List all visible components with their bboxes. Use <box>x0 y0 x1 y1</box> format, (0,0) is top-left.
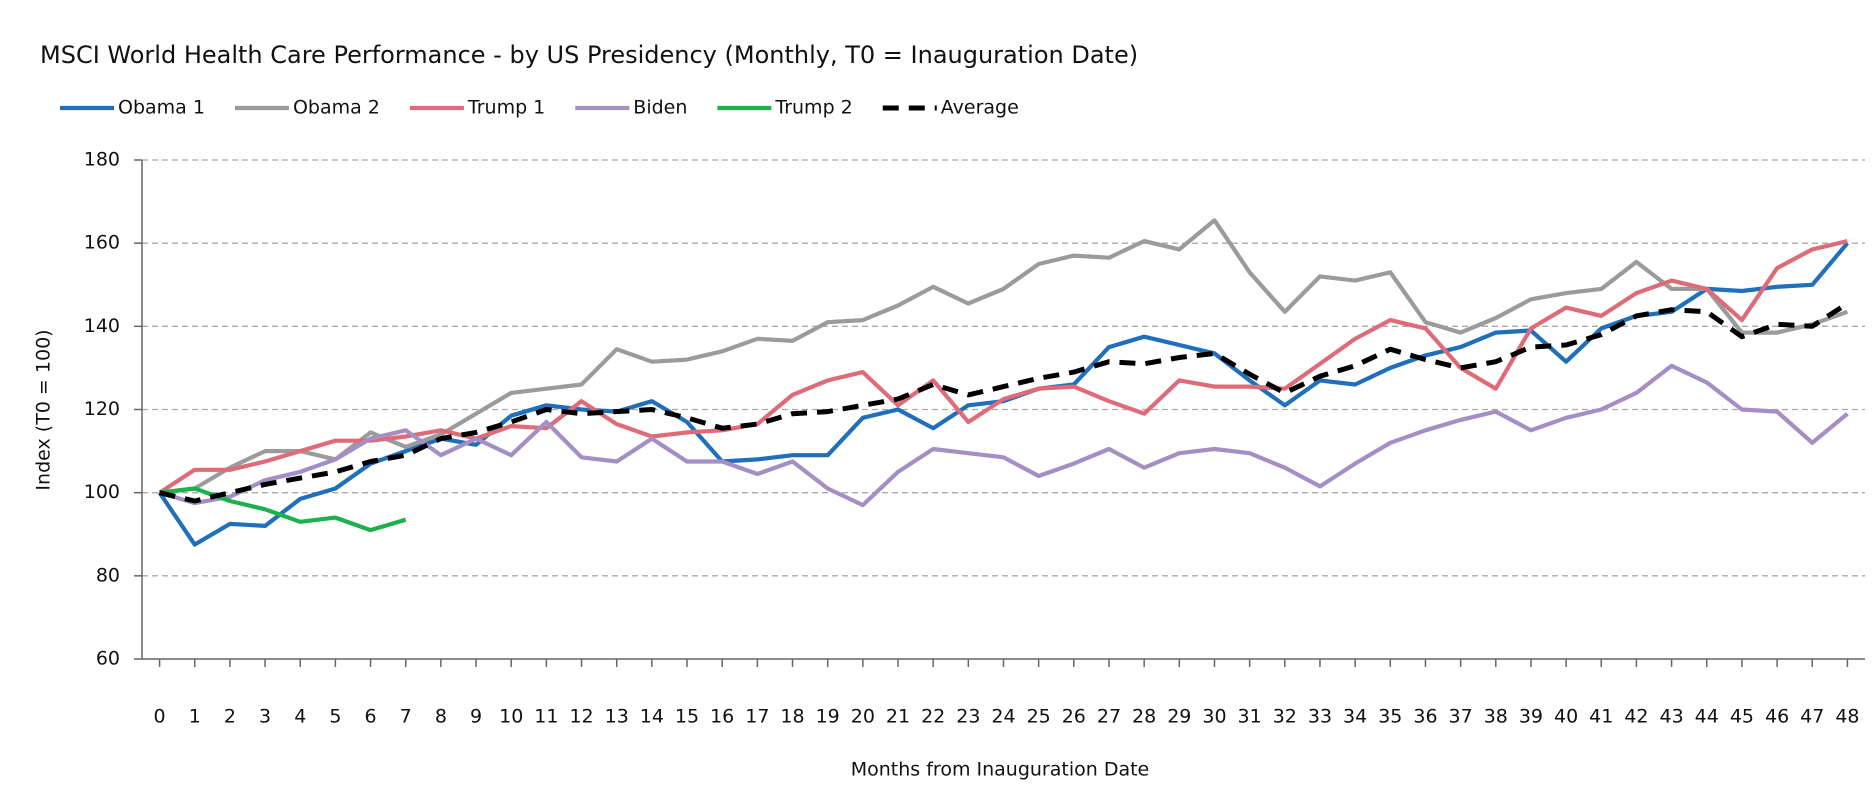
x-tick-label: 26 <box>1062 706 1086 728</box>
x-axis-title: Months from Inauguration Date <box>851 759 1149 781</box>
y-axis-title: Index (T0 = 100) <box>33 329 55 490</box>
x-tick-label: 45 <box>1730 706 1754 728</box>
chart-title: MSCI World Health Care Performance - by … <box>40 41 1138 69</box>
y-tick-label: 100 <box>84 481 120 503</box>
x-tick-label: 21 <box>886 706 910 728</box>
x-tick-label: 13 <box>605 706 629 728</box>
x-tick-label: 7 <box>400 706 412 728</box>
x-tick-label: 32 <box>1273 706 1297 728</box>
x-tick-label: 2 <box>224 706 236 728</box>
x-tick-label: 6 <box>365 706 377 728</box>
legend-label: Obama 2 <box>293 97 380 119</box>
x-tick-label: 31 <box>1238 706 1262 728</box>
x-tick-label: 4 <box>294 706 306 728</box>
x-tick-label: 1 <box>189 706 201 728</box>
x-tick-label: 39 <box>1519 706 1543 728</box>
x-tick-label: 15 <box>675 706 699 728</box>
x-tick-label: 36 <box>1413 706 1437 728</box>
x-tick-label: 14 <box>640 706 664 728</box>
y-tick-label: 140 <box>84 315 120 337</box>
x-tick-label: 10 <box>499 706 523 728</box>
x-tick-label: 30 <box>1202 706 1226 728</box>
x-tick-label: 35 <box>1378 706 1402 728</box>
series-line <box>159 218 1849 495</box>
x-tick-label: 27 <box>1097 706 1121 728</box>
legend-label: Obama 1 <box>118 97 205 119</box>
legend-label: Trump 2 <box>774 97 852 119</box>
x-tick-label: 48 <box>1835 706 1859 728</box>
x-tick-label: 17 <box>745 706 769 728</box>
x-tick-label: 40 <box>1554 706 1578 728</box>
y-tick-label: 80 <box>96 564 120 586</box>
x-tick-label: 29 <box>1167 706 1191 728</box>
x-tick-label: 43 <box>1660 706 1684 728</box>
legend-label: Trump 1 <box>467 97 545 119</box>
series-line <box>159 301 1849 504</box>
x-tick-label: 19 <box>816 706 840 728</box>
legend-label: Average <box>941 97 1019 119</box>
x-tick-label: 24 <box>991 706 1015 728</box>
x-tick-label: 12 <box>569 706 593 728</box>
x-tick-label: 16 <box>710 706 734 728</box>
x-tick-label: 42 <box>1624 706 1648 728</box>
y-tick-label: 180 <box>84 149 120 171</box>
x-tick-label: 41 <box>1589 706 1613 728</box>
x-tick-label: 3 <box>259 706 271 728</box>
series-line <box>159 486 407 533</box>
x-tick-label: 44 <box>1695 706 1719 728</box>
x-tick-label: 25 <box>1027 706 1051 728</box>
y-tick-label: 60 <box>96 648 120 670</box>
x-tick-label: 22 <box>921 706 945 728</box>
series-line <box>159 363 1849 508</box>
x-tick-label: 28 <box>1132 706 1156 728</box>
x-tick-label: 33 <box>1308 706 1332 728</box>
x-tick-label: 18 <box>780 706 804 728</box>
legend-label: Biden <box>633 97 687 119</box>
x-tick-label: 9 <box>470 706 482 728</box>
x-tick-label: 37 <box>1449 706 1473 728</box>
x-tick-label: 8 <box>435 706 447 728</box>
x-tick-label: 20 <box>851 706 875 728</box>
x-tick-label: 46 <box>1765 706 1789 728</box>
x-tick-label: 47 <box>1800 706 1824 728</box>
x-tick-label: 11 <box>534 706 558 728</box>
x-tick-label: 34 <box>1343 706 1367 728</box>
x-tick-label: 38 <box>1484 706 1508 728</box>
series-line <box>158 239 1848 495</box>
x-tick-label: 0 <box>154 706 166 728</box>
y-tick-label: 160 <box>84 232 120 254</box>
x-tick-label: 23 <box>956 706 980 728</box>
y-tick-label: 120 <box>84 398 120 420</box>
x-tick-label: 5 <box>329 706 341 728</box>
